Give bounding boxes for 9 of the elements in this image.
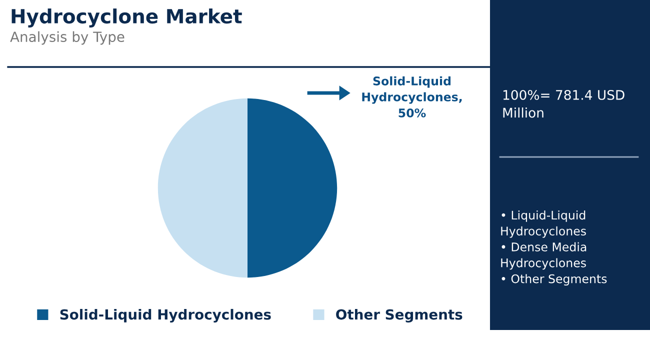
text: • Liquid-Liquid Hydrocyclones • Dense Media Hydrocyclones • Other Segments xyxy=(501,210,607,286)
chart-subtitle: Analysis by Type xyxy=(10,31,124,45)
text: 100%= 781.4 USD Million xyxy=(503,90,624,118)
text: Solid-Liquid Hydrocyclones, 50% xyxy=(362,76,462,118)
pie-slice xyxy=(158,98,248,278)
legend-label: Solid-Liquid Hydrocyclones xyxy=(60,308,271,322)
legend-label: Other Segments xyxy=(336,308,462,322)
pie-slice xyxy=(248,98,338,278)
chart-title: Hydrocyclone Market xyxy=(12,8,242,28)
